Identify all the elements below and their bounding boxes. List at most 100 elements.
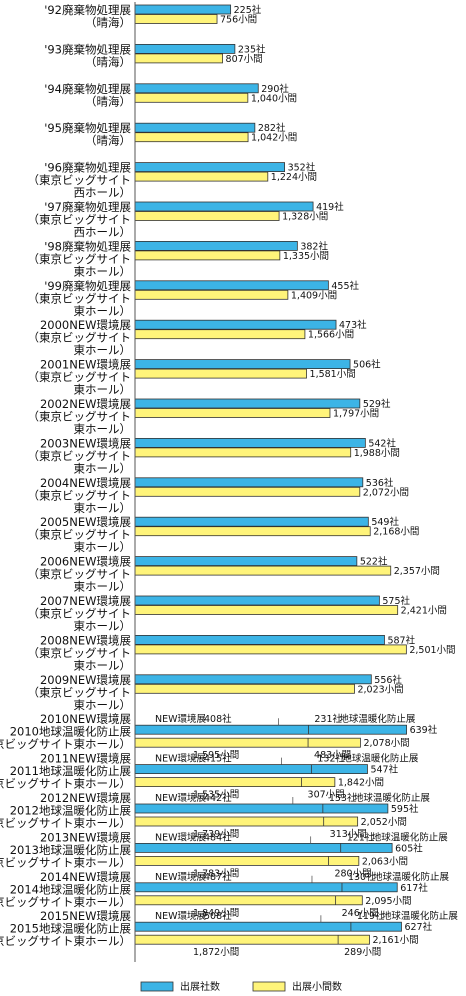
booths-bar bbox=[134, 14, 218, 24]
booths-bar bbox=[134, 737, 361, 748]
global-exhibition-label: 地球温暖化防止展 bbox=[372, 831, 449, 843]
global-exhibition-label: 地球温暖化防止展 bbox=[354, 792, 431, 804]
category-label: （東京ビッグサイト bbox=[28, 291, 132, 305]
category-label: （東京ビッグサイト bbox=[28, 252, 132, 266]
booths-bar bbox=[134, 53, 223, 64]
exhibitors-bar bbox=[134, 674, 372, 685]
exhibitors-bar bbox=[134, 882, 398, 893]
exhibitors-total-label: 627社 bbox=[404, 921, 432, 933]
booths-value-label: 2,357小間 bbox=[394, 566, 440, 577]
category-label: 2013NEW環境展 bbox=[40, 830, 132, 844]
booths-bar bbox=[134, 171, 269, 182]
category-label: （東京ビッグサイト bbox=[28, 488, 132, 502]
category-label: 2012NEW環境展 bbox=[40, 791, 132, 805]
booths-bar bbox=[134, 526, 371, 537]
booths-value-label: 1,797小間 bbox=[333, 409, 379, 420]
category-label: 2007NEW環境展 bbox=[40, 594, 132, 608]
category-label: 2013地球温暖化防止展 bbox=[10, 843, 132, 857]
legend-label-exhibitors: 出展社数 bbox=[180, 980, 220, 993]
global-booths-value: 246小間 bbox=[342, 908, 379, 919]
exhibitors-bar bbox=[134, 4, 232, 15]
category-label: 東ホール） bbox=[74, 264, 132, 278]
booths-bar bbox=[134, 816, 359, 827]
exhibitors-bar bbox=[134, 240, 298, 251]
category-label: 2011地球温暖化防止展 bbox=[10, 764, 132, 778]
exhibitors-value-label: 290社 bbox=[261, 83, 289, 95]
category-label: 2014地球温暖化防止展 bbox=[10, 882, 132, 896]
category-label: 2004NEW環境展 bbox=[40, 476, 132, 490]
global-booths-value: 307小間 bbox=[308, 790, 345, 801]
new-booths-value: 1,783小間 bbox=[193, 868, 239, 879]
booths-value-label: 1,224小間 bbox=[271, 172, 317, 183]
exhibitors-bar bbox=[134, 635, 385, 645]
new-exhibitors-value: 508社 bbox=[204, 910, 232, 922]
category-label: '96廃棄物処理展 bbox=[44, 161, 131, 175]
booths-total-label: 1,842小間 bbox=[338, 778, 384, 789]
exhibitors-bar bbox=[134, 280, 329, 291]
category-label: （東京ビッグサイト bbox=[28, 449, 132, 463]
booths-value-label: 1,335小間 bbox=[283, 251, 329, 262]
exhibitors-bar bbox=[134, 162, 286, 173]
category-label: （東京ビッグサイト bbox=[28, 331, 132, 345]
global-exhibitors-value: 153社 bbox=[329, 792, 357, 804]
booths-value-label: 756小間 bbox=[220, 15, 257, 26]
exhibitors-bar bbox=[134, 516, 369, 527]
new-exhibition-label: NEW環境展 bbox=[155, 792, 207, 804]
booths-bar bbox=[134, 777, 336, 787]
exhibitors-value-label: 506社 bbox=[353, 359, 381, 371]
category-label: 2015地球温暖化防止展 bbox=[10, 922, 132, 936]
new-booths-value: 1,535小間 bbox=[193, 790, 239, 801]
exhibitors-value-label: 225社 bbox=[234, 4, 262, 16]
exhibitors-bar bbox=[134, 359, 351, 370]
new-booths-value: 1,849小間 bbox=[193, 908, 239, 919]
global-exhibitors-value: 130社 bbox=[348, 871, 376, 883]
exhibitors-value-label: 282社 bbox=[258, 122, 286, 134]
category-label: '93廃棄物処理展 bbox=[44, 42, 131, 56]
category-label: （晴海） bbox=[85, 16, 131, 30]
booths-bar bbox=[134, 934, 370, 945]
booths-bar bbox=[134, 895, 363, 906]
exhibitors-value-label: 455社 bbox=[331, 280, 359, 292]
booths-value-label: 807小間 bbox=[226, 54, 263, 65]
new-exhibition-label: NEW環境展 bbox=[155, 910, 207, 922]
booths-bar bbox=[134, 683, 355, 694]
category-label: 2001NEW環境展 bbox=[40, 358, 132, 372]
legend-swatch-exhibitors bbox=[140, 981, 174, 992]
booths-total-label: 2,052小間 bbox=[361, 817, 407, 828]
booths-total-label: 2,078小間 bbox=[363, 738, 409, 749]
exhibitors-bar bbox=[134, 44, 236, 54]
category-label: '98廃棄物処理展 bbox=[44, 239, 131, 253]
exhibitors-value-label: 536社 bbox=[366, 477, 394, 489]
global-exhibitors-value: 231社 bbox=[314, 713, 342, 725]
exhibitors-value-label: 575社 bbox=[382, 595, 410, 607]
exhibitors-value-label: 542社 bbox=[368, 437, 396, 449]
category-label: （東京ビッグサイト bbox=[28, 607, 132, 621]
category-label: 2003NEW環境展 bbox=[40, 436, 132, 450]
category-label: 2000NEW環境展 bbox=[40, 318, 132, 332]
category-label: 東ホール） bbox=[74, 343, 132, 357]
category-label: 2006NEW環境展 bbox=[40, 555, 132, 569]
booths-total-label: 2,161小間 bbox=[372, 935, 418, 946]
booths-value-label: 1,042小間 bbox=[251, 133, 297, 144]
category-label: '92廃棄物処理展 bbox=[44, 3, 131, 17]
new-booths-value: 1,739小間 bbox=[193, 829, 239, 840]
booths-bar bbox=[134, 565, 392, 576]
exhibitors-value-label: 556社 bbox=[374, 674, 402, 686]
booths-bar bbox=[134, 289, 289, 300]
exhibitors-value-label: 235社 bbox=[238, 43, 266, 55]
new-exhibition-label: NEW環境展 bbox=[155, 713, 207, 725]
exhibitors-bar bbox=[134, 319, 337, 330]
exhibitors-bar bbox=[134, 398, 361, 409]
exhibitors-bar bbox=[134, 595, 380, 606]
exhibitors-bar bbox=[134, 764, 368, 774]
global-exhibitors-value: 119社 bbox=[357, 910, 385, 922]
new-booths-value: 1,872小間 bbox=[193, 947, 239, 958]
booths-total-label: 2,095小間 bbox=[365, 896, 411, 907]
category-label: （晴海） bbox=[85, 94, 131, 108]
new-exhibitors-value: 484社 bbox=[204, 831, 232, 843]
legend: 出展社数 出展小間数 bbox=[140, 980, 342, 993]
exhibitors-total-label: 547社 bbox=[370, 764, 398, 776]
booths-bar bbox=[134, 368, 307, 379]
